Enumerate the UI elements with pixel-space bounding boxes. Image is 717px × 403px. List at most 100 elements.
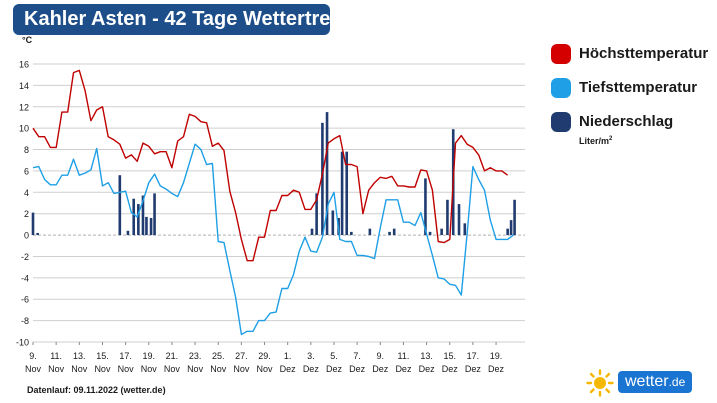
x-tick-day: 5.: [330, 351, 338, 361]
y-tick-label: -10: [16, 338, 29, 348]
legend-label-precip: Niederschlag: [579, 113, 674, 130]
x-tick-day: 11.: [398, 351, 410, 361]
x-tick-day: 7.: [353, 351, 361, 361]
x-tick-month: Nov: [71, 364, 88, 374]
logo-wordmark: wetter.de: [618, 371, 693, 393]
x-tick-labels: 9. Nov 11. Nov 13. Nov 15. Nov 17. Nov 19. Nov 21. No…: [25, 342, 505, 374]
precip-bar: [446, 199, 449, 236]
legend-swatch-min: [551, 78, 571, 98]
x-tick-day: 19.: [143, 351, 156, 361]
legend-label-max: Höchsttemperatur: [579, 45, 709, 62]
precip-bar: [509, 220, 513, 236]
y-tick-label: 8: [24, 145, 29, 155]
precip-bar: [506, 228, 509, 236]
x-tick-month: Dez: [326, 364, 343, 374]
legend-swatch-max: [551, 44, 571, 64]
y-tick-label: 16: [19, 60, 29, 70]
precip-bar: [310, 228, 314, 236]
x-tick-month: Nov: [118, 364, 135, 374]
precip-bar: [392, 228, 396, 236]
x-tick-month: Nov: [187, 364, 204, 374]
x-tick-day: 23.: [189, 351, 202, 361]
chart-title: Kahler Asten - 42 Tage Wettertrend: [13, 4, 355, 35]
x-tick-day: 9.: [29, 351, 37, 361]
precip-bar: [153, 193, 156, 236]
x-tick-day: 21.: [166, 351, 179, 361]
x-tick-day: 17.: [467, 351, 480, 361]
precip-bar: [36, 232, 39, 236]
max-temperature-line: [32, 69, 509, 262]
y-tick-label: 2: [24, 209, 29, 219]
x-tick-month: Dez: [442, 364, 459, 374]
precip-bar: [513, 199, 516, 236]
sun-icon: [586, 369, 614, 397]
x-tick-month: Nov: [25, 364, 42, 374]
precip-bar: [350, 231, 353, 236]
precip-bar: [132, 198, 136, 236]
y-tick-labels: -10 -8 -6 -4 -2 0 2 4 6 8 10 12 14 16: [16, 60, 29, 348]
precip-bar: [331, 210, 335, 236]
y-tick-label: -6: [21, 295, 29, 305]
wetter-de-logo: wetter.de: [586, 366, 704, 397]
x-tick-month: Nov: [141, 364, 158, 374]
precip-bar: [149, 217, 153, 236]
y-tick-label: -4: [21, 273, 29, 283]
x-tick-month: Dez: [303, 364, 320, 374]
x-tick-day: 3.: [307, 351, 315, 361]
x-tick-month: Nov: [164, 364, 181, 374]
precip-bar: [137, 204, 140, 236]
precip-bar: [388, 231, 391, 236]
x-tick-month: Nov: [48, 364, 65, 374]
y-tick-label: 6: [24, 166, 29, 176]
data-run-footer: Datenlauf: 09.11.2022 (wetter.de): [27, 385, 166, 395]
y-tick-label: 4: [24, 188, 29, 198]
precip-bar: [126, 230, 130, 236]
y-axis-unit-label: °C: [22, 35, 33, 45]
min-temperature-line: [32, 143, 514, 336]
precip-bar: [368, 228, 372, 236]
y-tick-label: 14: [19, 81, 29, 91]
x-tick-day: 13.: [73, 351, 86, 361]
y-tick-label: -2: [21, 252, 29, 262]
precip-bar: [340, 151, 344, 236]
x-tick-day: 13.: [420, 351, 433, 361]
legend-label-min: Tiefsttemperatur: [579, 79, 698, 96]
precip-bar: [428, 231, 432, 236]
x-tick-month: Dez: [372, 364, 389, 374]
x-tick-day: 15.: [96, 351, 109, 361]
x-tick-month: Dez: [419, 364, 436, 374]
logo-name: wetter: [625, 373, 669, 390]
x-tick-day: 29.: [258, 351, 271, 361]
precip-bar: [118, 175, 122, 236]
x-tick-month: Nov: [257, 364, 274, 374]
precip-bar: [463, 223, 467, 236]
x-tick-month: Nov: [233, 364, 250, 374]
x-tick-month: Dez: [488, 364, 505, 374]
precipitation-bars: [31, 112, 516, 236]
precip-bar: [457, 204, 461, 236]
x-tick-day: 15.: [443, 351, 456, 361]
x-tick-month: Dez: [395, 364, 412, 374]
x-tick-month: Nov: [94, 364, 111, 374]
legend-swatch-precip: [551, 112, 571, 132]
temperature-lines: [32, 69, 514, 336]
precip-bar: [145, 216, 148, 236]
x-tick-month: Nov: [210, 364, 227, 374]
y-tick-label: 0: [24, 231, 29, 241]
x-tick-day: 17.: [119, 351, 132, 361]
precip-bar: [315, 193, 318, 236]
x-tick-month: Dez: [349, 364, 366, 374]
precip-bar: [440, 228, 443, 236]
y-tick-label: -8: [21, 316, 29, 326]
precip-bar: [325, 112, 329, 236]
precip-bar: [424, 178, 427, 236]
precip-bar: [345, 151, 349, 236]
x-tick-day: 11.: [50, 351, 62, 361]
y-tick-label: 10: [19, 124, 29, 134]
logo-tld: .de: [668, 375, 686, 389]
legend-precip-unit: Liter/m2: [579, 136, 612, 146]
x-tick-month: Dez: [280, 364, 297, 374]
precip-bar: [31, 212, 35, 236]
x-tick-day: 25.: [212, 351, 225, 361]
